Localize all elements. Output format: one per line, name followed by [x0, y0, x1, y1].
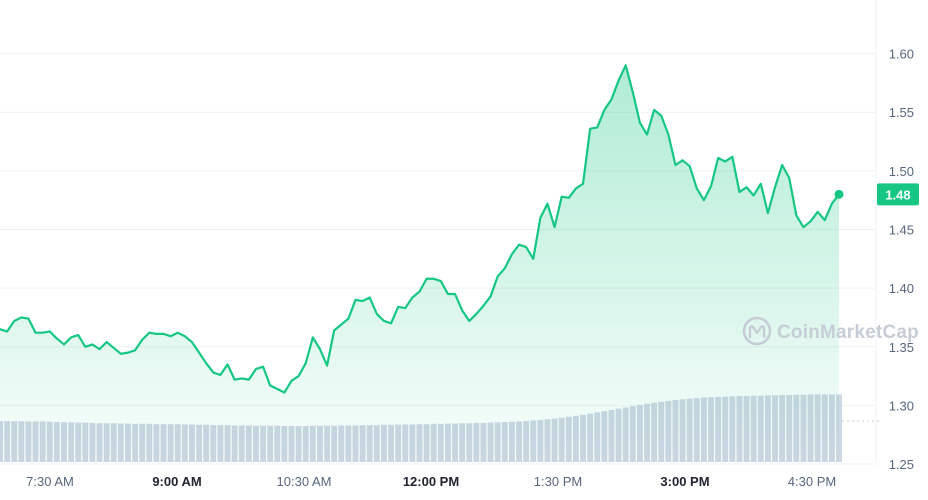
x-tick-label: 10:30 AM — [277, 474, 332, 489]
y-tick-label: 1.30 — [889, 398, 914, 413]
y-tick-label: 1.55 — [889, 105, 914, 120]
x-tick-label: 4:30 PM — [788, 474, 836, 489]
current-price-label: 1.48 — [885, 187, 910, 202]
x-tick-label: 12:00 PM — [403, 474, 459, 489]
x-axis: 7:30 AM 9:00 AM 10:30 AM 12:00 PM 1:30 PM 3:0… — [26, 474, 836, 489]
y-axis: 1.601.551.501.451.401.351.301.25 — [889, 47, 914, 472]
y-tick-label: 1.50 — [889, 164, 914, 179]
price-area-fill — [0, 65, 839, 462]
y-tick-label: 1.25 — [889, 457, 914, 472]
x-tick-label: 3:00 PM — [660, 474, 709, 489]
x-tick-label: 1:30 PM — [534, 474, 582, 489]
y-tick-label: 1.45 — [889, 222, 914, 237]
y-tick-label: 1.60 — [889, 47, 914, 62]
x-tick-label: 7:30 AM — [26, 474, 74, 489]
current-price-badge: 1.48 — [877, 183, 919, 205]
current-price-dot[interactable] — [835, 190, 844, 199]
watermark-text: CoinMarketCap — [777, 322, 919, 343]
y-tick-label: 1.40 — [889, 281, 914, 296]
x-tick-label: 9:00 AM — [152, 474, 201, 489]
